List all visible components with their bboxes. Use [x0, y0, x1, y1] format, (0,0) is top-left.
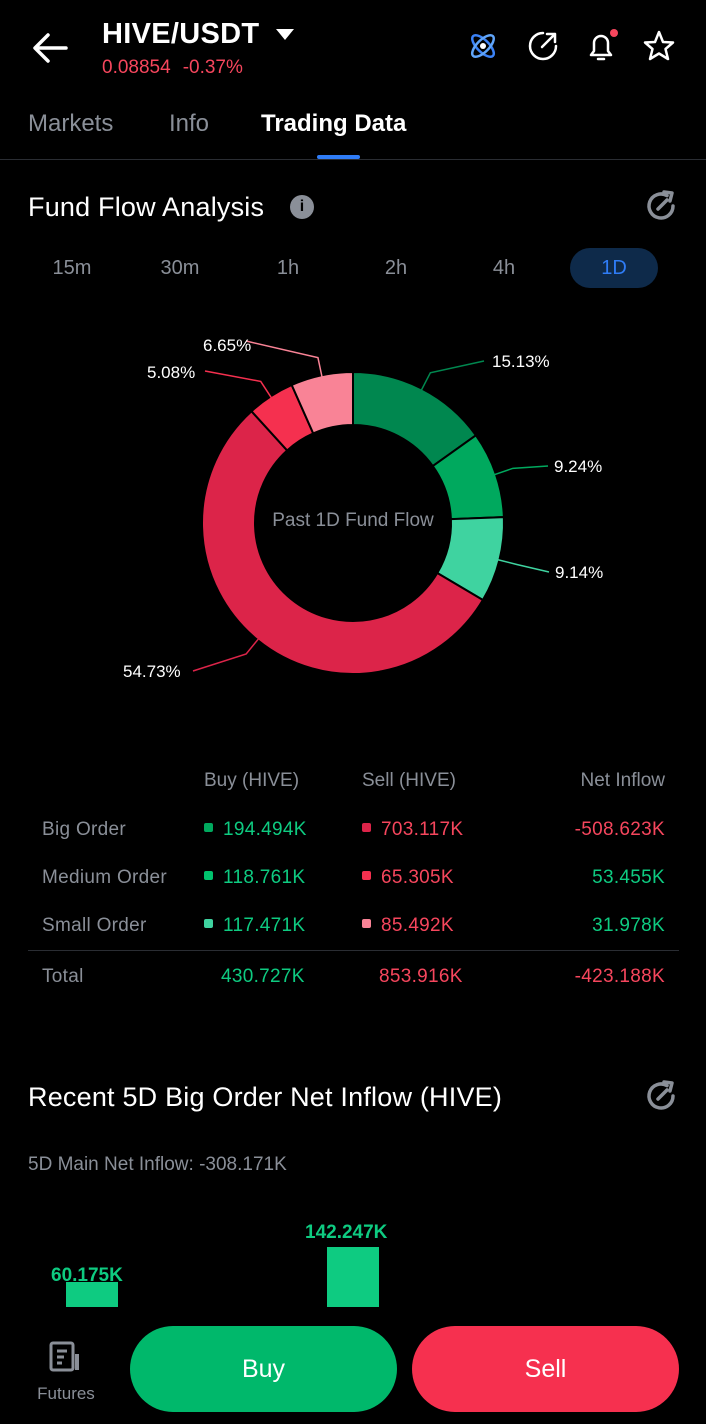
col-header-net: Net Inflow	[580, 770, 665, 791]
slice-label-2: 9.14%	[555, 563, 604, 582]
leader-line-3	[192, 637, 260, 672]
main-net-inflow-label: 5D Main Net Inflow: -308.171K	[28, 1154, 287, 1175]
last-price: 0.08854	[102, 57, 171, 78]
fund-flow-title: Fund Flow Analysis	[28, 192, 265, 222]
timeframe-1d[interactable]: 1D	[570, 248, 658, 288]
timeframe-1h[interactable]: 1h	[276, 257, 300, 279]
price-change: -0.37%	[182, 57, 243, 78]
net-value: 31.978K	[592, 915, 665, 936]
legend-dot	[362, 919, 371, 929]
row-label: Medium Order	[42, 867, 168, 888]
tab-info[interactable]: Info	[169, 110, 210, 137]
bar-0	[66, 1281, 118, 1307]
buy-value: 118.761K	[223, 867, 306, 888]
donut-svg	[192, 340, 550, 675]
info-icon[interactable]: i	[290, 195, 314, 219]
bell-icon[interactable]	[583, 28, 619, 64]
bottom-action-bar: Futures Buy Sell	[0, 1316, 706, 1424]
slice-label-3: 54.73%	[123, 662, 181, 681]
legend-dot	[362, 823, 371, 833]
active-tab-indicator	[317, 155, 360, 159]
sell-cell: 85.492K	[362, 915, 454, 937]
chevron-down-icon[interactable]	[276, 29, 294, 40]
leader-line-0	[420, 360, 485, 391]
slice-label-5: 6.65%	[203, 336, 252, 355]
pair-title[interactable]: HIVE/USDT	[102, 18, 260, 50]
donut-center-label: Past 1D Fund Flow	[272, 510, 434, 531]
timeframe-selector: 15m 30m 1h 2h 4h 1D	[18, 248, 688, 288]
futures-label: Futures	[37, 1384, 95, 1403]
futures-button[interactable]: Futures	[26, 1338, 106, 1403]
buy-cell: 117.471K	[204, 915, 305, 937]
table-divider	[28, 950, 679, 951]
sell-value: 85.492K	[381, 915, 454, 936]
timeframe-30m[interactable]: 30m	[160, 257, 200, 279]
refresh-icon[interactable]	[643, 1078, 679, 1114]
price-line: 0.08854 -0.37%	[102, 57, 243, 79]
leader-line-1	[493, 465, 549, 476]
total-buy: 430.727K	[221, 966, 305, 987]
slice-label-1: 9.24%	[554, 457, 603, 476]
sell-value: 65.305K	[381, 867, 454, 888]
slice-label-4: 5.08%	[147, 363, 196, 382]
bar-1	[327, 1247, 379, 1307]
row-label: Small Order	[42, 915, 147, 936]
atom-logo-icon[interactable]	[465, 28, 501, 64]
buy-value: 194.494K	[223, 819, 307, 840]
refresh-icon[interactable]	[643, 188, 679, 224]
fund-flow-donut-chart: Past 1D Fund Flow 15.13% 9.24% 9.14% 54.…	[0, 300, 706, 720]
total-sell: 853.916K	[379, 966, 463, 987]
tab-bar: Markets Info Trading Data	[0, 100, 706, 160]
leader-line-5	[245, 340, 323, 378]
buy-cell: 118.761K	[204, 867, 305, 889]
total-net: -423.188K	[574, 966, 665, 987]
donut-slice-5	[290, 370, 354, 435]
futures-icon	[49, 1341, 79, 1372]
legend-dot	[204, 919, 213, 929]
net-value: -508.623K	[574, 819, 665, 840]
legend-dot	[204, 871, 213, 881]
tab-trading-data[interactable]: Trading Data	[261, 110, 407, 137]
notification-dot	[610, 29, 618, 37]
donut-slice-3	[201, 409, 485, 675]
sell-cell: 65.305K	[362, 867, 454, 889]
sell-value: 703.117K	[381, 819, 464, 840]
buy-cell: 194.494K	[204, 819, 307, 841]
timeframe-15m[interactable]: 15m	[52, 257, 92, 279]
big-order-title: Recent 5D Big Order Net Inflow (HIVE)	[28, 1082, 503, 1112]
share-icon[interactable]	[525, 28, 561, 64]
legend-dot	[362, 871, 371, 881]
col-header-sell: Sell (HIVE)	[362, 770, 456, 791]
sell-button[interactable]: Sell	[412, 1326, 679, 1412]
timeframe-2h[interactable]: 2h	[384, 257, 408, 279]
col-header-buy: Buy (HIVE)	[204, 770, 300, 791]
net-value: 53.455K	[592, 867, 665, 888]
buy-button[interactable]: Buy	[130, 1326, 397, 1412]
bar-label-0: 60.175K	[51, 1265, 123, 1286]
sell-cell: 703.117K	[362, 819, 463, 841]
slice-label-0: 15.13%	[492, 352, 550, 371]
header: HIVE/USDT 0.08854 -0.37%	[0, 0, 706, 95]
bar-label-1: 142.247K	[305, 1222, 388, 1243]
tab-markets[interactable]: Markets	[28, 110, 114, 137]
leader-line-2	[497, 558, 550, 573]
leader-line-4	[204, 370, 273, 399]
back-arrow-icon[interactable]	[28, 26, 72, 70]
legend-dot	[204, 823, 213, 833]
timeframe-4h[interactable]: 4h	[492, 257, 516, 279]
row-label: Big Order	[42, 819, 127, 840]
total-label: Total	[42, 966, 84, 987]
buy-value: 117.471K	[223, 915, 306, 936]
star-icon[interactable]	[641, 28, 677, 64]
